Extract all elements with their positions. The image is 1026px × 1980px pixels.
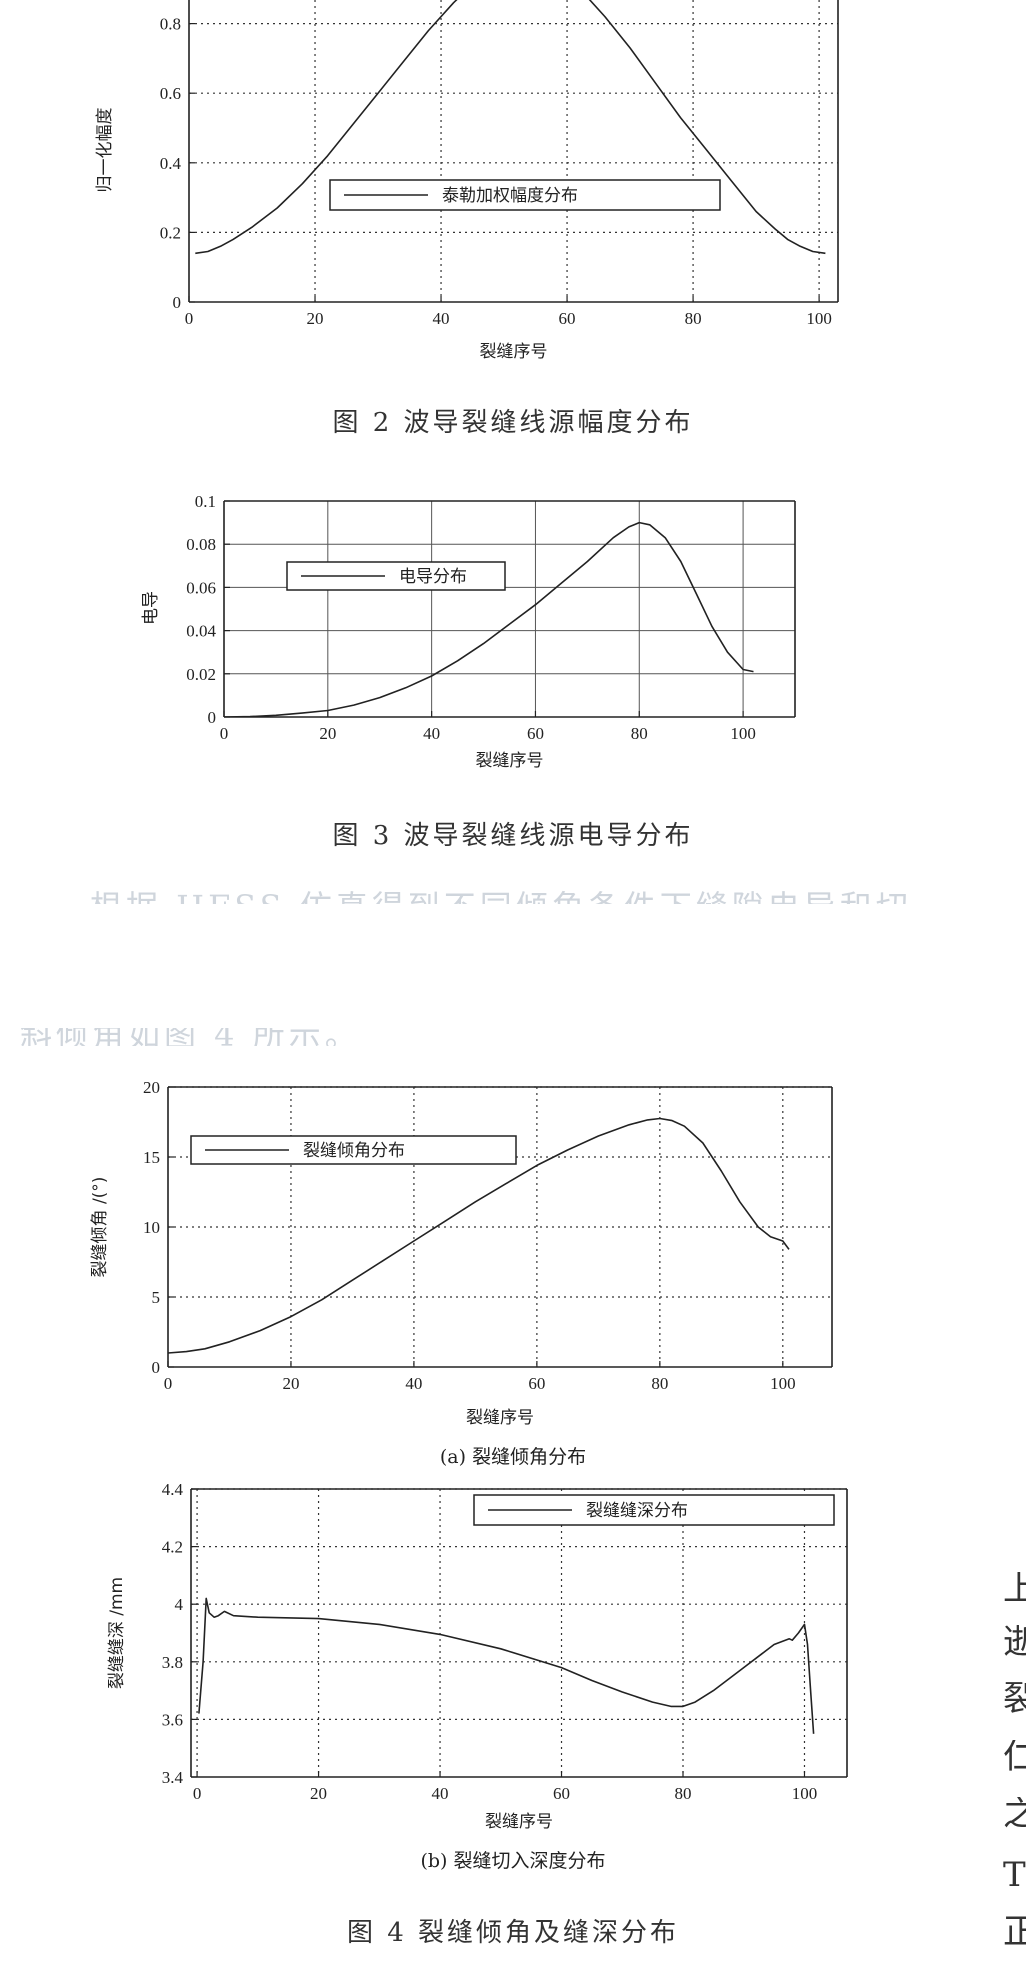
x-tick-label-1: 20	[307, 309, 324, 328]
chart-fig4a: 0 20 40 60 80 100 0 5 10 15 20 裂缝序号 裂缝倾角 /(°) 裂缝倾角分布	[90, 1078, 833, 1428]
margin-char-2: 逝	[1003, 1625, 1026, 1659]
margin-char-5: 之	[1003, 1797, 1026, 1831]
margin-char-7: 正	[1003, 1915, 1026, 1949]
chart-fig4b: 0 20 40 60 80 100 3.4 3.6 3.8 4 4.2 4.4 裂缝序号 裂缝缝深 /mm…	[107, 1480, 848, 1832]
x-tick-label-3: 60	[528, 1374, 545, 1393]
x-tick-label-1: 20	[282, 1374, 299, 1393]
legend-label: 泰勒加权幅度分布	[442, 186, 578, 206]
x-tick-label-5: 100	[806, 309, 832, 328]
x-axis-label: 裂缝序号	[466, 1408, 534, 1428]
legend-label: 裂缝倾角分布	[303, 1141, 405, 1161]
y-axis-label: 裂缝缝深 /mm	[107, 1577, 127, 1689]
x-tick-label-3: 60	[553, 1784, 570, 1803]
x-tick-label-5: 100	[730, 724, 756, 743]
x-axis-label: 裂缝序号	[476, 751, 544, 771]
y-axis-label: 归一化幅度	[95, 108, 115, 193]
y-tick-label-1: 5	[152, 1288, 161, 1307]
body-text-1: 根据 HFSS 仿真得到不同倾角条件下缝隙电导和切	[90, 888, 912, 904]
chart-fig2: 0 20 40 60 80 100 0 0.2 0.4 0.6 0.8 裂缝序号 归一化幅度泰勒加权幅度…	[95, 0, 839, 362]
figure-4b-subcaption: (b) 裂缝切入深度分布	[420, 1850, 606, 1872]
body-text-cut-line-1: 根据 HFSS 仿真得到不同倾角条件下缝隙电导和切	[90, 886, 930, 904]
y-tick-label-3: 15	[143, 1148, 160, 1167]
x-axis-label: 裂缝序号	[480, 342, 548, 362]
y-tick-label-3: 4	[175, 1595, 184, 1614]
x-axis-label: 裂缝序号	[485, 1812, 553, 1832]
y-tick-label-5: 4.4	[162, 1480, 184, 1499]
series-line-0	[198, 1597, 815, 1734]
x-tick-label-4: 80	[631, 724, 648, 743]
x-tick-label-4: 80	[675, 1784, 692, 1803]
figure-3-caption: 图 3 波导裂缝线源电导分布	[332, 821, 694, 851]
y-tick-label-3: 0.6	[160, 84, 181, 103]
x-tick-label-5: 100	[770, 1374, 796, 1393]
margin-char-1: 上	[1003, 1572, 1026, 1606]
y-tick-label-2: 0.4	[160, 154, 182, 173]
x-tick-label-1: 20	[319, 724, 336, 743]
x-tick-label-5: 100	[792, 1784, 818, 1803]
x-tick-label-2: 40	[432, 1784, 449, 1803]
y-tick-label-1: 0.02	[186, 665, 216, 684]
margin-char-4: 仁	[1003, 1740, 1026, 1774]
x-tick-label-4: 80	[651, 1374, 668, 1393]
x-tick-label-4: 80	[685, 309, 702, 328]
y-tick-label-1: 0.2	[160, 223, 181, 242]
body-text-cut-line-2: 斜倾角如图 4 所示。	[20, 1028, 860, 1046]
x-tick-label-2: 40	[433, 309, 450, 328]
figure-4a-subcaption: (a) 裂缝倾角分布	[439, 1446, 587, 1468]
chart-fig3: 0 20 40 60 80 100 0 0.02 0.04 0.06 0.08 0.1 裂缝序号 电导 电导…	[141, 492, 796, 771]
y-tick-label-3: 0.06	[186, 578, 216, 597]
y-tick-label-2: 10	[143, 1218, 160, 1237]
y-tick-label-2: 0.04	[186, 622, 216, 641]
y-tick-label-2: 3.8	[162, 1653, 183, 1672]
y-tick-label-0: 0	[173, 293, 182, 312]
y-tick-label-4: 0.08	[186, 535, 216, 554]
x-tick-label-3: 60	[527, 724, 544, 743]
series-line-0	[168, 1117, 790, 1354]
margin-char-3: 裂	[1003, 1682, 1026, 1716]
legend-label: 裂缝缝深分布	[586, 1501, 688, 1521]
y-tick-label-5: 0.1	[195, 492, 216, 511]
body-text-2: 斜倾角如图 4 所示。	[20, 1028, 361, 1046]
y-tick-label-0: 3.4	[162, 1768, 184, 1787]
series-line-0	[224, 521, 754, 717]
figure-4-caption: 图 4 裂缝倾角及缝深分布	[346, 1918, 680, 1948]
x-tick-label-2: 40	[423, 724, 440, 743]
y-tick-label-0: 0	[208, 708, 217, 727]
y-axis-label: 裂缝倾角 /(°)	[90, 1177, 110, 1278]
x-tick-label-1: 20	[310, 1784, 327, 1803]
y-tick-label-0: 0	[152, 1358, 161, 1377]
x-tick-label-0: 0	[185, 309, 194, 328]
y-tick-label-4: 4.2	[162, 1538, 183, 1557]
legend-label: 电导分布	[399, 567, 467, 587]
y-axis-label: 电导	[141, 591, 161, 625]
x-tick-label-0: 0	[220, 724, 229, 743]
legend-box	[190, 1135, 517, 1165]
x-tick-label-3: 60	[559, 309, 576, 328]
x-tick-label-0: 0	[193, 1784, 202, 1803]
series-line-0	[195, 0, 826, 255]
figure-2-caption: 图 2 波导裂缝线源幅度分布	[332, 408, 694, 438]
margin-char-6: T	[1003, 1858, 1026, 1892]
y-tick-label-4: 0.8	[160, 15, 181, 34]
x-tick-label-2: 40	[405, 1374, 422, 1393]
x-tick-label-0: 0	[164, 1374, 173, 1393]
y-tick-label-1: 3.6	[162, 1710, 183, 1729]
y-tick-label-4: 20	[143, 1078, 160, 1097]
